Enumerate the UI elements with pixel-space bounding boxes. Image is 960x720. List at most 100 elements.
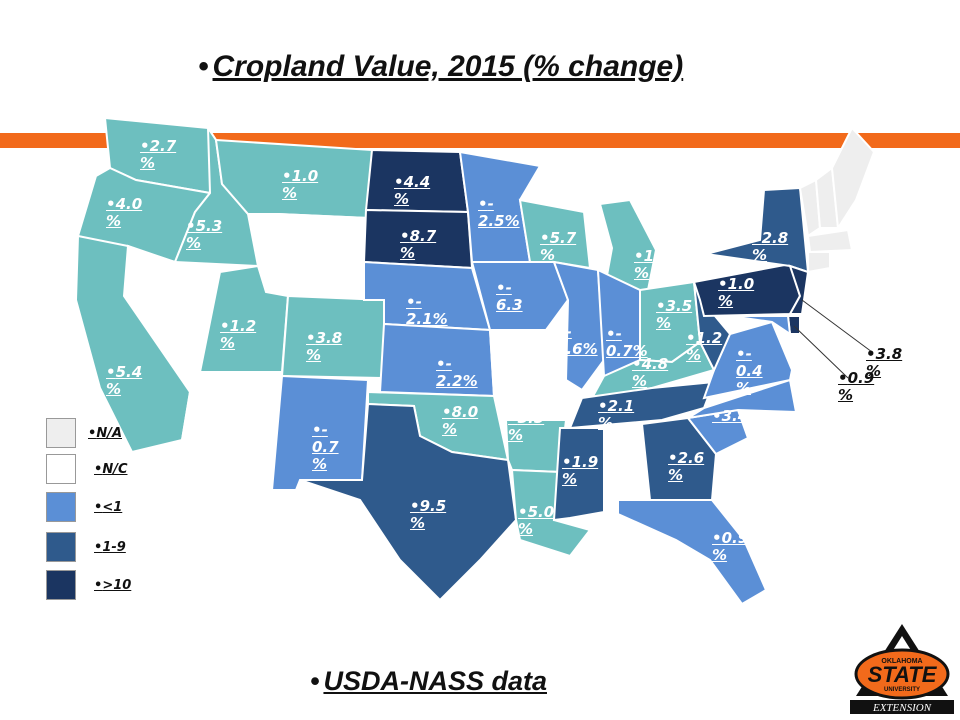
label-il: •- 0.6% <box>556 324 598 358</box>
bullet: • <box>94 578 103 593</box>
bullet: • <box>508 409 518 427</box>
state-value: - 0.4 % <box>736 345 763 397</box>
label-ia: •- 6.3 <box>496 280 523 314</box>
label-pa: •1.0 % <box>718 276 754 310</box>
label-sd: •8.7 % <box>400 228 436 262</box>
state-value: - 0.7 % <box>312 421 339 473</box>
label-tn: •2.1 % <box>598 398 634 432</box>
bullet: • <box>478 195 488 213</box>
bullet: • <box>718 275 728 293</box>
state-value: 8.7 % <box>400 227 437 262</box>
state-value: - 0.7% <box>606 325 648 360</box>
label-nj: •3.8 % <box>866 346 902 380</box>
bullet: • <box>712 407 722 425</box>
state-nc <box>687 378 798 419</box>
bullet: • <box>838 369 848 387</box>
bullet: • <box>736 345 746 363</box>
legend-swatch <box>46 418 76 448</box>
state-md <box>729 315 792 337</box>
bullet: • <box>656 297 666 315</box>
label-ne: •- 2.1% <box>406 294 448 328</box>
label-la: •5.0 % <box>518 504 554 538</box>
label-in: •- 0.7% <box>606 326 648 360</box>
state-value: 2.8 % <box>752 229 789 264</box>
bullet: • <box>140 137 150 155</box>
state-value: 4.4 % <box>394 173 431 208</box>
bullet: • <box>400 227 410 245</box>
legend-swatch <box>46 492 76 522</box>
legend-label: •N/A <box>88 426 122 441</box>
state-value: 5.4 % <box>106 363 143 398</box>
state-value: 5.7 % <box>540 229 577 264</box>
state-nj <box>788 264 810 315</box>
bullet: • <box>442 403 452 421</box>
bullet: • <box>94 500 103 515</box>
bullet: • <box>496 279 506 297</box>
legend-text: N/A <box>96 426 123 441</box>
label-ga: •2.6 % <box>668 450 704 484</box>
state-value: 8.0 % <box>442 403 479 438</box>
legend-label: •<1 <box>94 500 122 515</box>
label-tx: •9.5 % <box>410 498 446 532</box>
state-ms <box>552 427 605 522</box>
bullet: • <box>606 325 616 343</box>
bullet: • <box>186 217 196 235</box>
state-value: 1.2 % <box>220 317 257 352</box>
state-value: 1.0 % <box>282 167 319 202</box>
state-value: 3.4% <box>721 407 764 425</box>
bullet: • <box>406 293 416 311</box>
state-value: 2.1 % <box>598 397 635 432</box>
state-value: 1.2 % <box>686 329 723 364</box>
state-value: 2.7 % <box>140 137 177 172</box>
label-co: •3.8 % <box>306 330 342 364</box>
state-value: - 6.3 <box>496 279 523 314</box>
bullet: • <box>436 355 446 373</box>
bullet: • <box>562 453 572 471</box>
bullet: • <box>752 229 762 247</box>
logo-text-1: OKLAHOMA <box>881 658 922 665</box>
source-note: • USDA-NASS data <box>310 666 547 696</box>
bullet: • <box>106 363 116 381</box>
bullet: • <box>220 317 230 335</box>
bullet: • <box>598 397 608 415</box>
state-value: 5.3 % <box>186 217 223 252</box>
legend-label: •1-9 <box>94 540 126 555</box>
osu-extension-logo: OKLAHOMA STATE UNIVERSITY EXTENSION <box>850 624 954 714</box>
state-value: 3.8 % <box>866 345 903 380</box>
state-value: 1.0 % <box>718 275 755 310</box>
bullet: • <box>712 529 722 547</box>
label-mn: •- 2.5% <box>478 196 520 230</box>
state-tx <box>299 402 518 602</box>
bullet: • <box>394 173 404 191</box>
label-nd: •4.4 % <box>394 174 430 208</box>
label-wa: •2.7 % <box>140 138 176 172</box>
label-or: •4.0 % <box>106 196 142 230</box>
bullet: • <box>540 229 550 247</box>
state-value: 0.9 % <box>712 529 749 564</box>
bullet: • <box>312 421 322 439</box>
bullet: • <box>668 449 678 467</box>
leader-line <box>793 325 849 379</box>
label-fl: •0.9 % <box>712 530 748 564</box>
state-value: - 2.2% <box>436 355 478 390</box>
state-ct <box>807 251 831 274</box>
bullet: • <box>94 462 103 477</box>
state-fl <box>617 499 768 606</box>
legend-text: 1-9 <box>102 540 126 555</box>
bullet: • <box>686 329 696 347</box>
logo-text-3: UNIVERSITY <box>884 687 920 693</box>
state-value: 4.8 % <box>632 355 669 390</box>
label-nc: •3.4% <box>712 408 763 425</box>
state-value: 0.9 % <box>838 369 875 404</box>
bullet: • <box>634 247 644 265</box>
map-title: • Cropland Value, 2015 (% change) <box>198 50 684 83</box>
leader-line <box>801 299 873 353</box>
state-value: 5.0 % <box>518 503 555 538</box>
label-ky: •4.8 % <box>632 356 668 390</box>
label-mi: •1.1 % <box>634 248 670 282</box>
state-value: - 2.5% <box>478 195 520 230</box>
bullet: • <box>94 540 103 555</box>
legend-swatch <box>46 454 76 484</box>
